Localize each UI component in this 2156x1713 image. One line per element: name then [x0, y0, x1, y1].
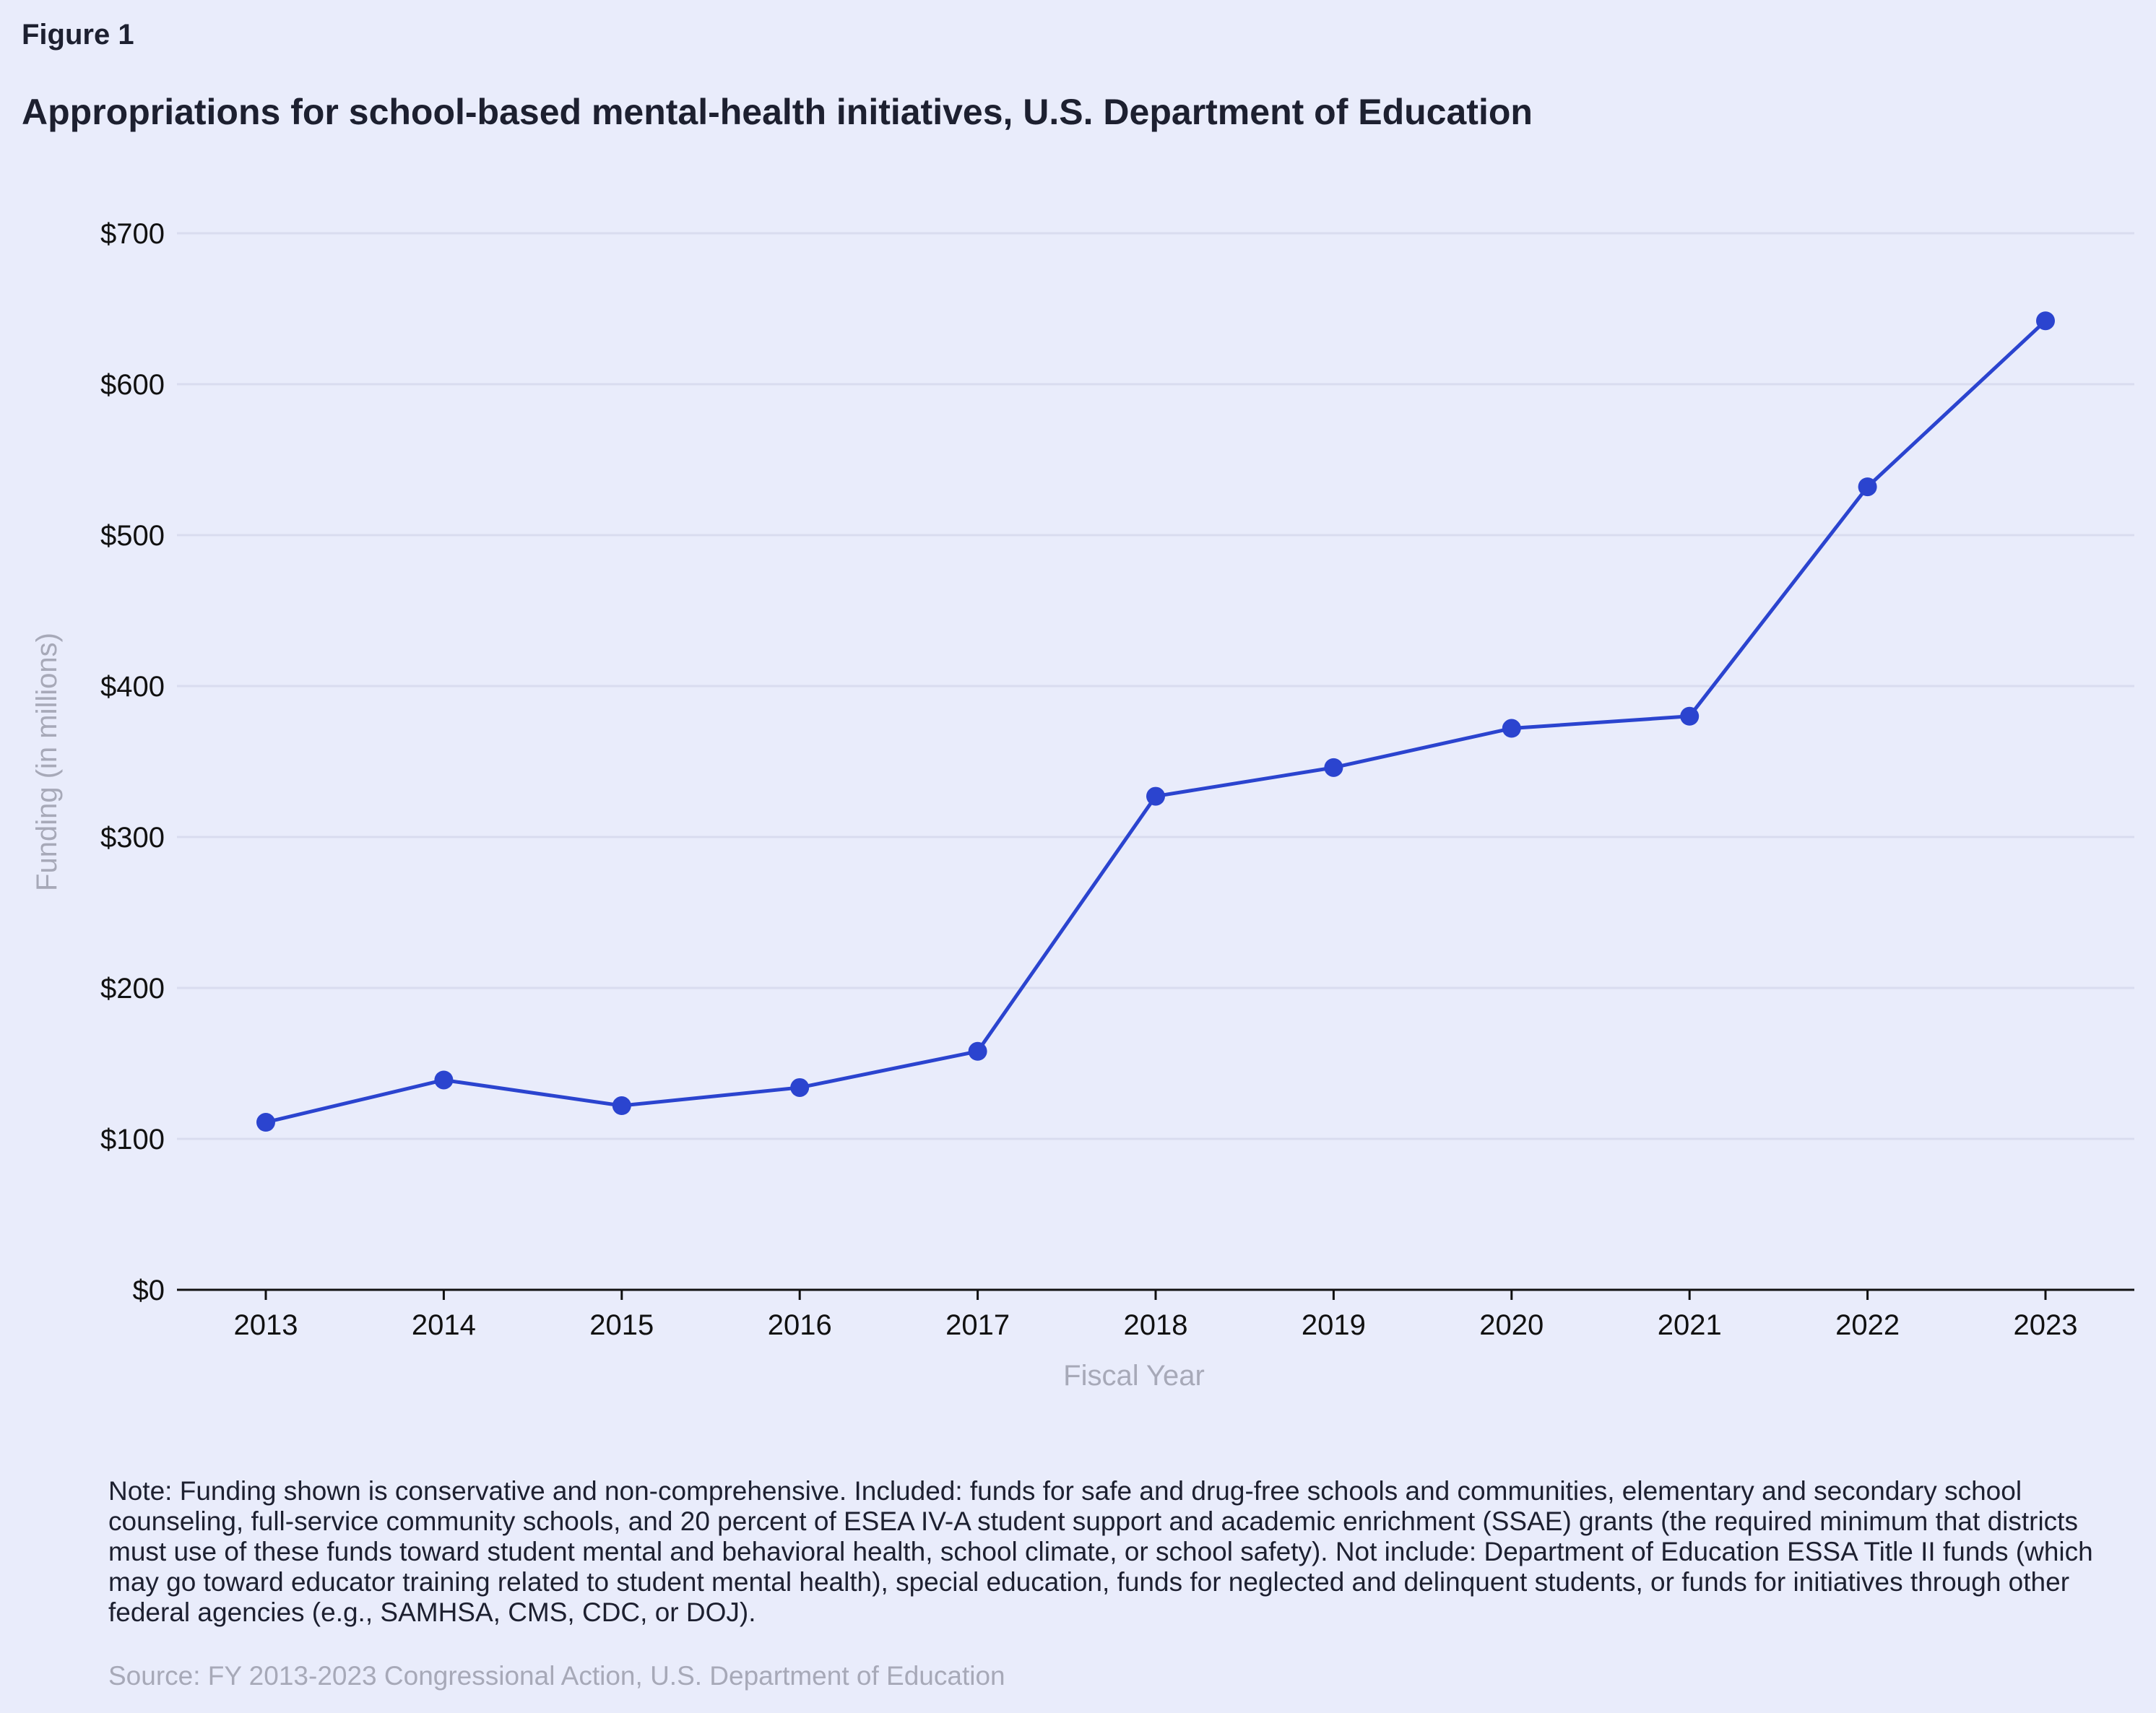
x-tick-label: 2018	[1124, 1309, 1188, 1341]
data-point-2021	[1680, 706, 1700, 726]
line-chart: $0$100$200$300$400$500$600$700 2013 2014 2…	[31, 218, 2134, 1392]
series-line	[265, 319, 2047, 1124]
x-axis-title: Fiscal Year	[1063, 1360, 1205, 1392]
grid-lines	[177, 232, 2134, 1140]
y-tick-label: $200	[100, 973, 165, 1005]
data-point-2019	[1324, 758, 1343, 777]
data-point-2020	[1502, 719, 1521, 738]
figure-source: Source: FY 2013-2023 Congressional Actio…	[108, 1661, 1005, 1691]
x-axis-tick-labels: 2013 2014 2015 2016 2017 2018 2019 2020 2021 2022…	[234, 1290, 2078, 1341]
data-point-2016	[790, 1077, 810, 1097]
x-tick-label: 2013	[234, 1309, 298, 1341]
x-tick-label: 2014	[412, 1309, 476, 1341]
y-tick-label: $700	[100, 218, 165, 250]
data-point-2017	[968, 1041, 987, 1061]
data-point-2015	[612, 1096, 631, 1116]
x-tick-label: 2020	[1479, 1309, 1544, 1341]
x-tick-label: 2019	[1302, 1309, 1366, 1341]
y-axis-title: Funding (in millions)	[31, 633, 63, 891]
figure-note: Note: Funding shown is conservative and …	[108, 1476, 2093, 1627]
figure-label: Figure 1	[22, 19, 134, 51]
data-point-2013	[256, 1113, 275, 1132]
y-axis-tick-labels: $0 $100 $200 $300 $400 $500 $600 $700	[100, 218, 165, 1306]
y-tick-label: $100	[100, 1124, 165, 1155]
x-tick-label: 2016	[768, 1309, 832, 1341]
chart-title: Appropriations for school-based mental-h…	[22, 92, 1533, 132]
y-tick-label: $600	[100, 369, 165, 401]
series-group	[256, 311, 2055, 1132]
data-point-2018	[1146, 786, 1165, 806]
x-tick-label: 2017	[945, 1309, 1010, 1341]
data-point-2023	[2036, 311, 2055, 331]
y-tick-label: $400	[100, 671, 165, 703]
y-tick-label: $500	[100, 520, 165, 552]
x-tick-label: 2015	[589, 1309, 654, 1341]
y-tick-label: $0	[133, 1275, 165, 1306]
data-point-2014	[434, 1070, 454, 1090]
y-tick-label: $300	[100, 822, 165, 854]
x-tick-label: 2023	[2014, 1309, 2078, 1341]
data-point-2022	[1858, 477, 1877, 497]
x-tick-label: 2022	[1835, 1309, 1900, 1341]
x-tick-label: 2021	[1658, 1309, 1722, 1341]
